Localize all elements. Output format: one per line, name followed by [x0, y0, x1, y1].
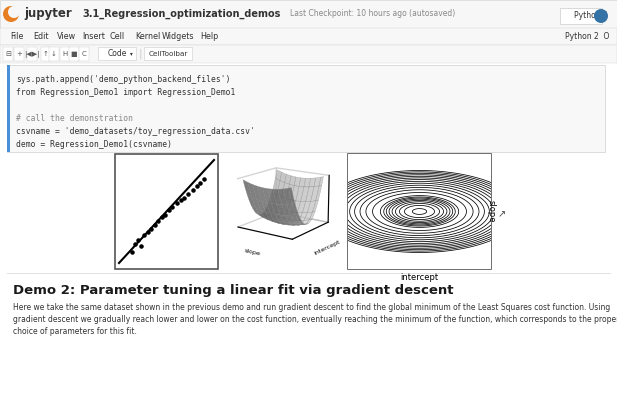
Point — [136, 243, 146, 250]
Text: View: View — [57, 32, 76, 41]
Circle shape — [8, 6, 20, 18]
Text: C: C — [81, 51, 86, 57]
Text: Widgets: Widgets — [162, 32, 194, 41]
Point — [195, 180, 205, 186]
Point — [199, 176, 209, 182]
Point — [139, 231, 149, 238]
Point — [183, 190, 193, 197]
Point — [127, 249, 137, 255]
X-axis label: intercept: intercept — [400, 273, 439, 282]
Text: ■: ■ — [71, 51, 77, 57]
Bar — [79, 47, 89, 61]
Text: from Regression_Demo1 import Regression_Demo1: from Regression_Demo1 import Regression_… — [16, 88, 235, 97]
Bar — [60, 47, 70, 61]
Text: Demo 2: Parameter tuning a linear fit via gradient descent: Demo 2: Parameter tuning a linear fit vi… — [13, 284, 453, 297]
Bar — [115, 154, 218, 269]
Text: ↗: ↗ — [498, 209, 506, 219]
Text: H: H — [62, 51, 68, 57]
Bar — [98, 47, 136, 60]
Circle shape — [3, 6, 19, 22]
Bar — [3, 47, 13, 61]
Bar — [69, 47, 79, 61]
Text: Kernel: Kernel — [135, 32, 160, 41]
Point — [172, 200, 182, 207]
Point — [146, 225, 156, 232]
Text: # call the demonstration: # call the demonstration — [16, 114, 133, 123]
Text: |◀▶|: |◀▶| — [24, 51, 39, 57]
Point — [160, 212, 170, 218]
Y-axis label: slope: slope — [486, 200, 495, 223]
Text: Last Checkpoint: 10 hours ago (autosaved): Last Checkpoint: 10 hours ago (autosaved… — [290, 10, 455, 18]
Bar — [7, 65, 10, 152]
Point — [188, 186, 198, 193]
Bar — [0, 0, 617, 28]
Text: Insert: Insert — [82, 32, 105, 41]
Text: ↓: ↓ — [51, 51, 57, 57]
Bar — [0, 45, 617, 63]
Text: Python 2  O: Python 2 O — [565, 32, 610, 41]
Bar — [7, 65, 605, 152]
Point — [157, 214, 167, 220]
Text: +: + — [16, 51, 22, 57]
Text: Help: Help — [200, 32, 218, 41]
Text: Code: Code — [107, 49, 126, 58]
Text: Edit: Edit — [33, 32, 49, 41]
Bar — [0, 28, 617, 45]
Point — [167, 204, 177, 211]
Text: choice of parameters for this fit.: choice of parameters for this fit. — [13, 327, 137, 336]
Bar — [14, 47, 24, 61]
Point — [149, 222, 159, 228]
Point — [164, 207, 173, 213]
Bar — [144, 47, 192, 60]
Point — [143, 229, 152, 235]
Point — [180, 194, 189, 201]
Text: sys.path.append('demo_python_backend_files'): sys.path.append('demo_python_backend_fil… — [16, 75, 231, 84]
Bar — [348, 154, 491, 269]
Text: Cell: Cell — [110, 32, 125, 41]
Text: Here we take the same dataset shown in the previous demo and run gradient descen: Here we take the same dataset shown in t… — [13, 303, 610, 312]
Bar — [560, 8, 602, 24]
Text: ⊟: ⊟ — [5, 51, 11, 57]
Text: |: | — [139, 49, 143, 59]
X-axis label: slope: slope — [244, 248, 261, 257]
Text: 3.1_Regression_optimization_demos: 3.1_Regression_optimization_demos — [82, 9, 280, 19]
Point — [176, 197, 186, 203]
Circle shape — [594, 9, 608, 23]
Text: Python 2: Python 2 — [574, 12, 608, 20]
Text: ▾: ▾ — [130, 51, 133, 56]
Text: ↑: ↑ — [43, 51, 49, 57]
Bar — [27, 47, 37, 61]
Bar — [49, 47, 59, 61]
Text: demo = Regression_Demo1(csvname): demo = Regression_Demo1(csvname) — [16, 140, 172, 149]
Point — [153, 218, 163, 224]
Point — [130, 241, 140, 248]
Point — [133, 236, 143, 243]
Bar — [41, 47, 51, 61]
Y-axis label: intercept: intercept — [313, 239, 341, 256]
Point — [192, 183, 202, 189]
Text: csvname = 'demo_datasets/toy_regression_data.csv': csvname = 'demo_datasets/toy_regression_… — [16, 127, 255, 136]
Text: File: File — [10, 32, 23, 41]
Text: CellToolbar: CellToolbar — [148, 51, 188, 57]
Text: gradient descent we gradually reach lower and lower on the cost function, eventu: gradient descent we gradually reach lowe… — [13, 315, 617, 324]
Text: jupyter: jupyter — [24, 8, 72, 20]
